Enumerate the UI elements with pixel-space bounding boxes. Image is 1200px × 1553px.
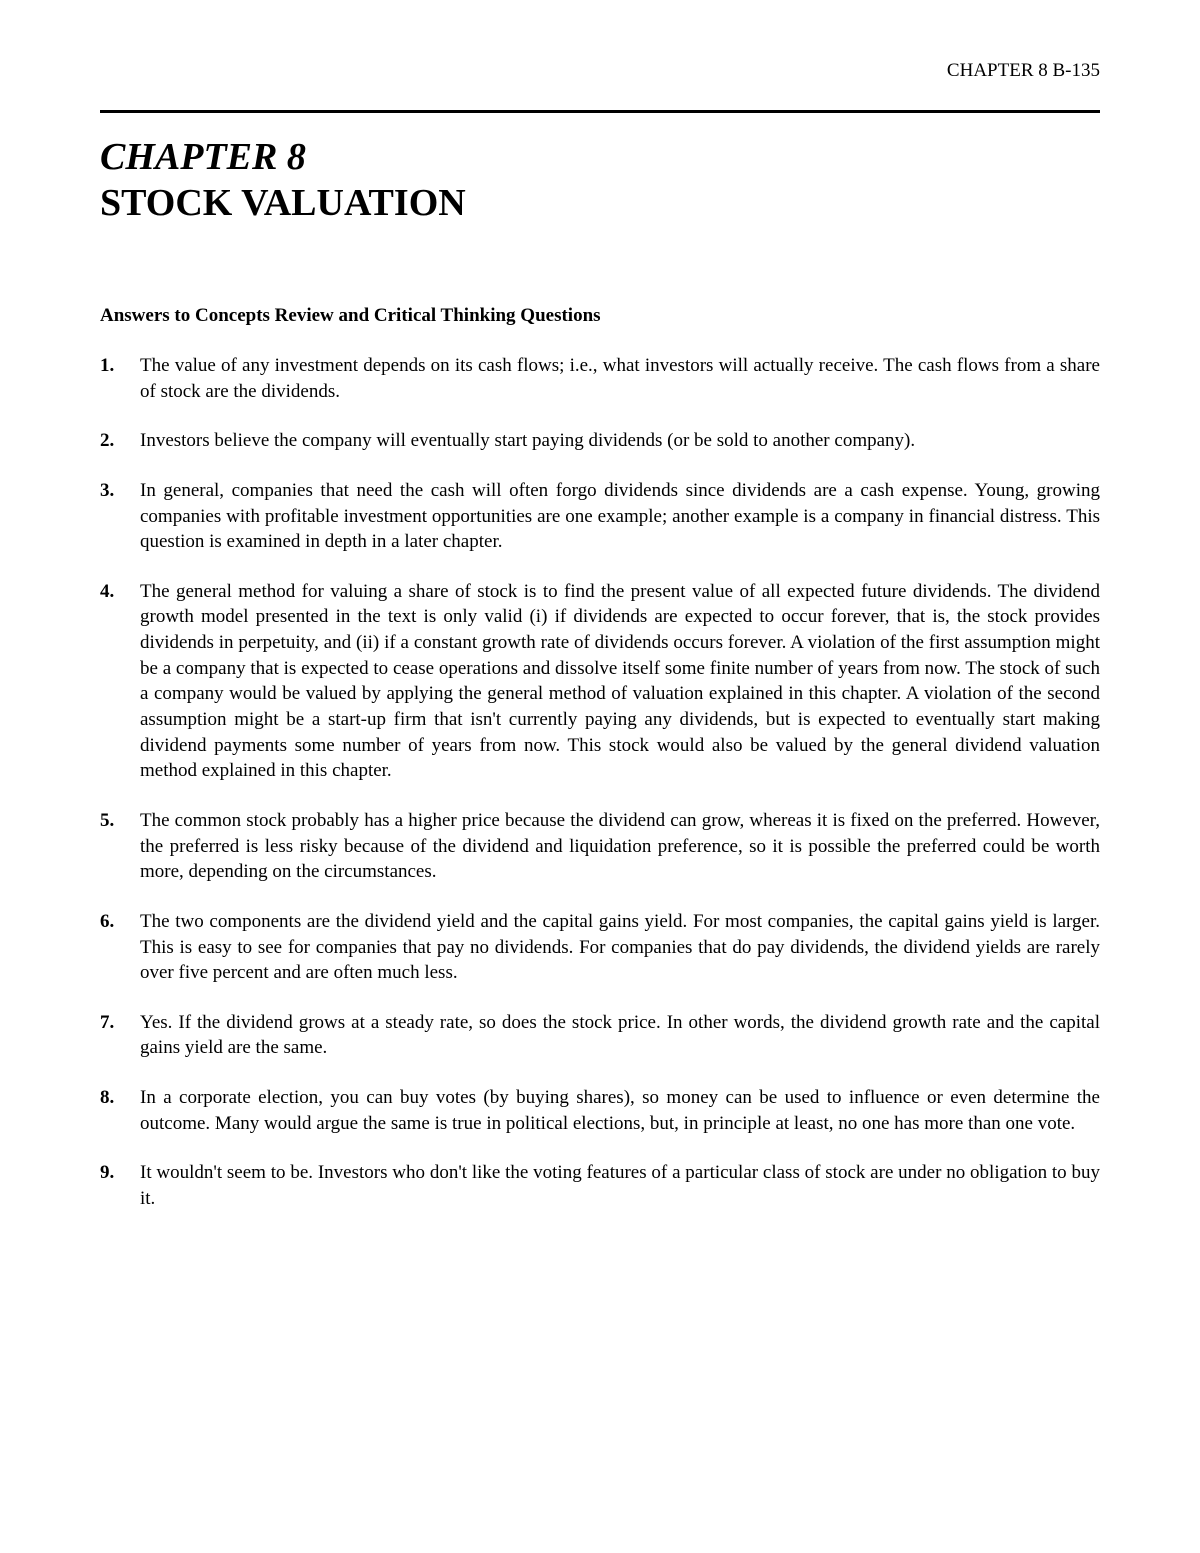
qa-text: In a corporate election, you can buy vot… <box>140 1085 1100 1136</box>
qa-item: 7. Yes. If the dividend grows at a stead… <box>100 1010 1100 1061</box>
qa-list: 1. The value of any investment depends o… <box>100 353 1100 1212</box>
horizontal-rule <box>100 110 1100 113</box>
qa-number: 5. <box>100 808 140 885</box>
qa-item: 3. In general, companies that need the c… <box>100 478 1100 555</box>
qa-item: 8. In a corporate election, you can buy … <box>100 1085 1100 1136</box>
qa-number: 7. <box>100 1010 140 1061</box>
qa-item: 5. The common stock probably has a highe… <box>100 808 1100 885</box>
chapter-title: STOCK VALUATION <box>100 181 1100 225</box>
qa-item: 6. The two components are the dividend y… <box>100 909 1100 986</box>
qa-number: 1. <box>100 353 140 404</box>
qa-number: 8. <box>100 1085 140 1136</box>
qa-text: In general, companies that need the cash… <box>140 478 1100 555</box>
qa-text: It wouldn't seem to be. Investors who do… <box>140 1160 1100 1211</box>
qa-number: 9. <box>100 1160 140 1211</box>
qa-text: The common stock probably has a higher p… <box>140 808 1100 885</box>
qa-item: 2. Investors believe the company will ev… <box>100 428 1100 454</box>
qa-item: 9. It wouldn't seem to be. Investors who… <box>100 1160 1100 1211</box>
qa-number: 4. <box>100 579 140 784</box>
qa-text: Investors believe the company will event… <box>140 428 1100 454</box>
page-header: CHAPTER 8 B-135 <box>100 60 1100 82</box>
qa-number: 3. <box>100 478 140 555</box>
qa-number: 6. <box>100 909 140 986</box>
qa-number: 2. <box>100 428 140 454</box>
qa-text: The value of any investment depends on i… <box>140 353 1100 404</box>
qa-text: Yes. If the dividend grows at a steady r… <box>140 1010 1100 1061</box>
qa-text: The two components are the dividend yiel… <box>140 909 1100 986</box>
qa-text: The general method for valuing a share o… <box>140 579 1100 784</box>
qa-item: 4. The general method for valuing a shar… <box>100 579 1100 784</box>
chapter-number: CHAPTER 8 <box>100 135 1100 179</box>
qa-item: 1. The value of any investment depends o… <box>100 353 1100 404</box>
section-heading: Answers to Concepts Review and Critical … <box>100 305 1100 327</box>
